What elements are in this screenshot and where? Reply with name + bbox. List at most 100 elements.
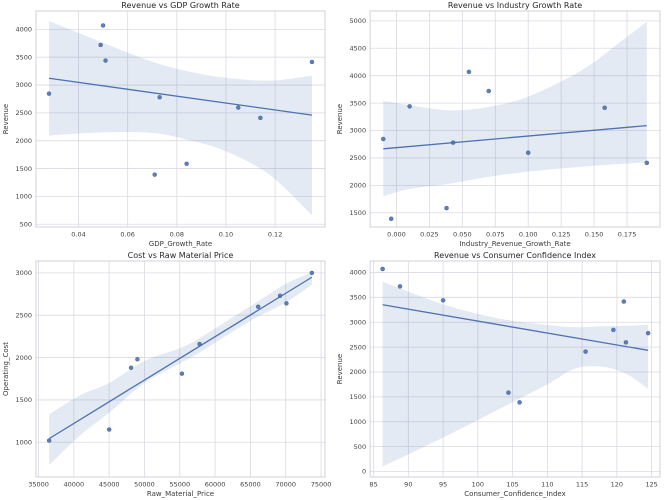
data-point — [381, 136, 386, 142]
x-tick-label: 35000 — [28, 481, 49, 489]
y-axis-label: Revenue — [2, 104, 10, 135]
y-tick-label: 2000 — [15, 354, 32, 362]
x-axis-label: Consumer_Confidence_Index — [464, 489, 565, 498]
y-tick-label: 4000 — [350, 269, 367, 277]
y-tick-label: 1500 — [15, 165, 32, 173]
x-tick-label: 0.025 — [420, 231, 439, 239]
chart-title: Revenue vs Industry Growth Rate — [448, 1, 582, 10]
data-point — [388, 216, 394, 221]
axes-background — [36, 11, 325, 227]
data-point — [407, 104, 412, 109]
x-tick-label: 0.10 — [219, 231, 233, 239]
y-axis-label: Revenue — [335, 354, 344, 384]
subplot-revenue-vs-industry: 0.000 0.025 0.050 0.075 0.100 0.125 0.150 0.175… — [334, 0, 669, 250]
data-point — [277, 293, 283, 298]
data-point — [236, 105, 241, 110]
x-tick-labels: 0.04 0.06 0.08 0.10 0.12 — [71, 231, 282, 239]
data-point — [440, 298, 446, 303]
y-tick-label: 3000 — [15, 81, 32, 89]
data-point — [258, 115, 263, 121]
data-point — [466, 69, 472, 75]
x-axis-label: Industry_Revenue_Growth_Rate — [459, 239, 570, 248]
x-tick-label: 85 — [369, 481, 377, 489]
y-tick-label: 3500 — [350, 294, 367, 302]
data-point — [397, 284, 403, 289]
y-tick-label: 1000 — [15, 438, 32, 446]
y-tick-labels: 0 500 1000 1500 2000 2500 3000 3500 4000 — [350, 269, 367, 476]
y-tick-label: 1000 — [350, 418, 367, 426]
scatter-points — [46, 23, 315, 177]
data-point — [157, 95, 162, 100]
x-tick-label: 0.04 — [71, 231, 85, 239]
subplot-revenue-vs-consumer-confidence: 85 90 95 100 105 110 115 120 125 0 500 1000 1500 2000… — [334, 250, 669, 500]
y-tick-label: 500 — [354, 443, 366, 451]
y-tick-label: 4000 — [350, 72, 367, 80]
x-tick-label: 50000 — [134, 481, 155, 489]
x-tick-label: 0.100 — [519, 231, 538, 239]
y-tick-label: 4500 — [350, 44, 367, 52]
regression-line — [382, 304, 649, 351]
data-point — [645, 330, 651, 336]
data-point — [46, 438, 52, 443]
y-tick-label: 3000 — [350, 318, 367, 326]
y-tick-label: 500 — [20, 220, 32, 228]
y-tick-labels: 1000 1500 2000 2500 3000 — [15, 269, 32, 446]
chart-title: Revenue vs Consumer Confidence Index — [434, 251, 596, 260]
x-tick-label: 0.050 — [453, 231, 472, 239]
data-point — [46, 91, 52, 96]
axes-frame — [35, 260, 326, 478]
x-tick-label: 0.12 — [268, 231, 282, 239]
plot-render-layer: 35000 40000 45000 50000 55000 60000 65000 70000… — [15, 260, 331, 489]
axes-frame — [369, 10, 661, 228]
data-point — [103, 58, 108, 63]
data-point — [197, 341, 202, 347]
x-axis-label: GDP_Growth_Rate — [149, 240, 212, 248]
y-tick-labels: 500 1000 1500 2000 2500 3000 3500 4000 — [15, 26, 32, 229]
data-point — [517, 400, 522, 405]
confidence-band — [382, 281, 649, 467]
y-tick-label: 2500 — [15, 109, 32, 117]
x-tick-label: 115 — [576, 481, 588, 489]
data-point — [583, 349, 588, 354]
y-tick-labels: 1500 2000 2500 3000 3500 4000 4500 5000 — [350, 17, 367, 217]
revenue-vs-industry-chart: 0.000 0.025 0.050 0.075 0.100 0.125 0.150 0.175… — [335, 1, 661, 248]
axes-background — [370, 11, 660, 227]
x-tick-label: 120 — [611, 481, 623, 489]
x-tick-label: 0.08 — [170, 231, 184, 239]
grid-lines — [370, 11, 660, 227]
data-point — [100, 23, 106, 28]
y-tick-label: 2500 — [350, 154, 367, 162]
y-tick-label: 3500 — [15, 53, 32, 61]
axes-background — [36, 261, 325, 477]
confidence-band — [49, 272, 312, 466]
plot-render-layer: 0.04 0.06 0.08 0.10 0.12 500 1000 1500 2000 2500 3… — [15, 10, 326, 239]
y-tick-label: 1500 — [350, 209, 367, 217]
confidence-band — [383, 21, 647, 197]
x-tick-label: 0.06 — [120, 231, 134, 239]
y-tick-label: 1500 — [350, 393, 367, 401]
axes-frame — [369, 260, 661, 478]
y-tick-label: 3000 — [350, 127, 367, 135]
data-point — [644, 160, 650, 166]
subplot-cost-vs-raw-material: 35000 40000 45000 50000 55000 60000 65000 70000… — [0, 250, 334, 500]
scatter-points — [381, 69, 650, 221]
y-axis-label: Operating_Cost — [2, 342, 10, 396]
cost-vs-raw-material-chart: 35000 40000 45000 50000 55000 60000 65000 70000… — [2, 251, 331, 498]
x-tick-label: 0.075 — [486, 231, 505, 239]
y-axis-label: Revenue — [335, 104, 344, 134]
plot-render-layer: 0.000 0.025 0.050 0.075 0.100 0.125 0.150 0.175… — [350, 10, 661, 239]
x-tick-label: 125 — [645, 481, 657, 489]
data-point — [309, 59, 315, 65]
data-point — [106, 427, 112, 432]
chart-title: Cost vs Raw Material Price — [128, 251, 234, 260]
x-tick-label: 0.175 — [618, 231, 637, 239]
revenue-vs-consumer-confidence-chart: 85 90 95 100 105 110 115 120 125 0 500 1000 1500 2000… — [335, 251, 661, 498]
x-tick-label: 45000 — [99, 481, 120, 489]
data-point — [486, 88, 491, 94]
data-point — [623, 340, 629, 345]
x-tick-label: 40000 — [64, 481, 85, 489]
data-point — [602, 105, 607, 110]
x-tick-labels: 85 90 95 100 105 110 115 120 125 — [369, 481, 657, 489]
y-tick-label: 2500 — [350, 343, 367, 351]
